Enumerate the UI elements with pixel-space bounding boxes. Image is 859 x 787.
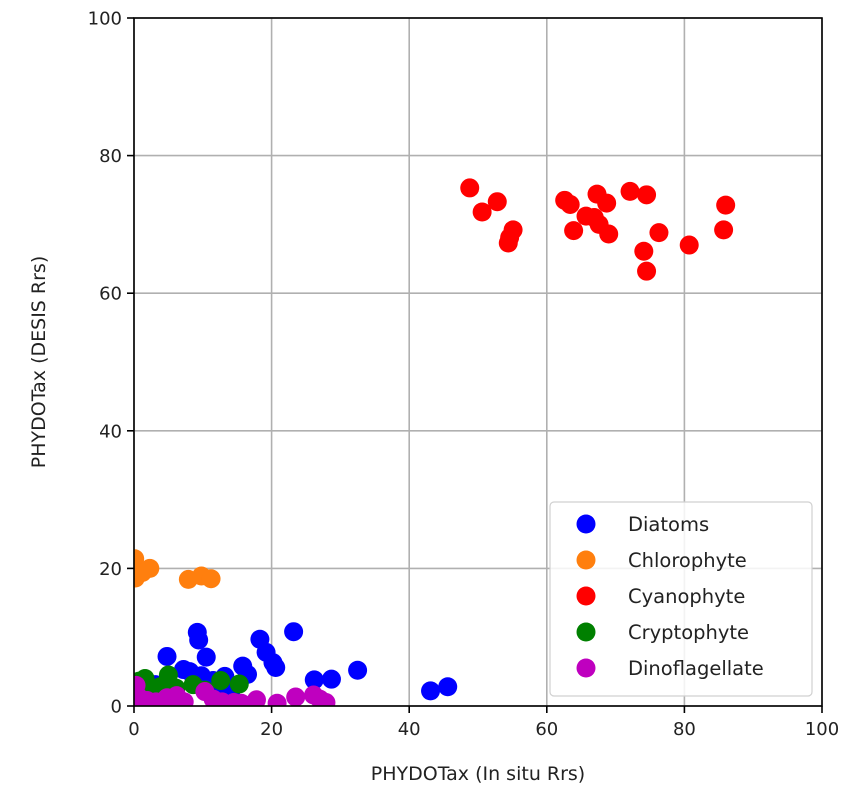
- data-point-cyanophyte: [560, 194, 580, 214]
- data-point-chlorophyte: [201, 569, 221, 589]
- data-point-diatoms: [304, 670, 324, 690]
- data-point-cryptophyte: [211, 671, 231, 691]
- legend-marker: [576, 586, 596, 606]
- data-point-dinoflagellate: [246, 690, 266, 706]
- data-point-cyanophyte: [599, 224, 619, 244]
- legend-label: Cyanophyte: [628, 585, 745, 608]
- data-point-diatoms: [189, 630, 209, 650]
- data-point-cyanophyte: [714, 220, 734, 240]
- legend-label: Chlorophyte: [628, 549, 747, 572]
- data-point-dinoflagellate: [267, 693, 287, 706]
- data-point-dinoflagellate: [286, 687, 306, 706]
- x-tick-label: 20: [260, 719, 283, 740]
- data-point-cyanophyte: [679, 235, 699, 255]
- legend-label: Cryptophyte: [628, 621, 749, 644]
- x-tick-label: 100: [805, 719, 839, 740]
- legend-box: [549, 501, 813, 697]
- data-point-dinoflagellate: [231, 693, 251, 706]
- axis-ticks: 0 20 40 60 80 100 0 20 40 60 80 100: [88, 9, 840, 741]
- data-point-dinoflagellate: [174, 692, 194, 706]
- data-point-diatoms: [438, 677, 458, 697]
- y-axis-label: PHYDOTax (DESIS Rrs): [28, 256, 50, 468]
- y-tick-label: 80: [99, 146, 122, 167]
- y-tick-label: 60: [99, 284, 122, 305]
- legend: Diatoms Chlorophyte Cyanophyte Cryptophyte D…: [549, 501, 813, 697]
- data-point-cyanophyte: [637, 185, 657, 205]
- x-tick-label: 40: [398, 719, 421, 740]
- data-point-diatoms: [348, 660, 368, 680]
- legend-marker: [576, 658, 596, 678]
- data-point-diatoms: [157, 646, 177, 666]
- data-point-cyanophyte: [649, 223, 669, 243]
- data-point-cyanophyte: [487, 192, 507, 212]
- data-point-cyanophyte: [634, 241, 654, 261]
- x-tick-label: 0: [128, 719, 139, 740]
- data-point-cyanophyte: [472, 202, 492, 222]
- data-point-cyanophyte: [597, 193, 617, 213]
- data-point-cryptophyte: [229, 674, 249, 694]
- legend-label: Dinoflagellate: [628, 657, 764, 680]
- y-tick-label: 20: [99, 559, 122, 580]
- legend-marker: [576, 550, 596, 570]
- data-point-chlorophyte: [140, 558, 160, 578]
- data-point-dinoflagellate: [316, 693, 336, 706]
- data-point-cyanophyte: [503, 220, 523, 240]
- legend-label: Diatoms: [628, 513, 709, 536]
- data-point-diatoms: [321, 669, 341, 689]
- x-tick-label: 60: [535, 719, 558, 740]
- data-points: [134, 178, 736, 706]
- data-point-diatoms: [284, 622, 304, 642]
- y-tick-label: 0: [111, 697, 122, 718]
- plot-frame: [133, 17, 823, 707]
- y-tick-label: 40: [99, 421, 122, 442]
- data-point-diatoms: [266, 657, 286, 677]
- data-point-cyanophyte: [620, 181, 640, 201]
- x-axis-label: PHYDOTax (In situ Rrs): [371, 763, 585, 785]
- data-point-diatoms: [196, 647, 216, 667]
- data-point-cyanophyte: [637, 261, 657, 281]
- legend-marker: [576, 514, 596, 534]
- data-point-cyanophyte: [564, 221, 584, 241]
- data-point-diatoms: [421, 681, 441, 701]
- data-point-cyanophyte: [460, 178, 480, 198]
- y-tick-label: 100: [88, 9, 122, 30]
- legend-marker: [576, 622, 596, 642]
- data-point-cyanophyte: [716, 195, 736, 215]
- x-tick-label: 80: [673, 719, 696, 740]
